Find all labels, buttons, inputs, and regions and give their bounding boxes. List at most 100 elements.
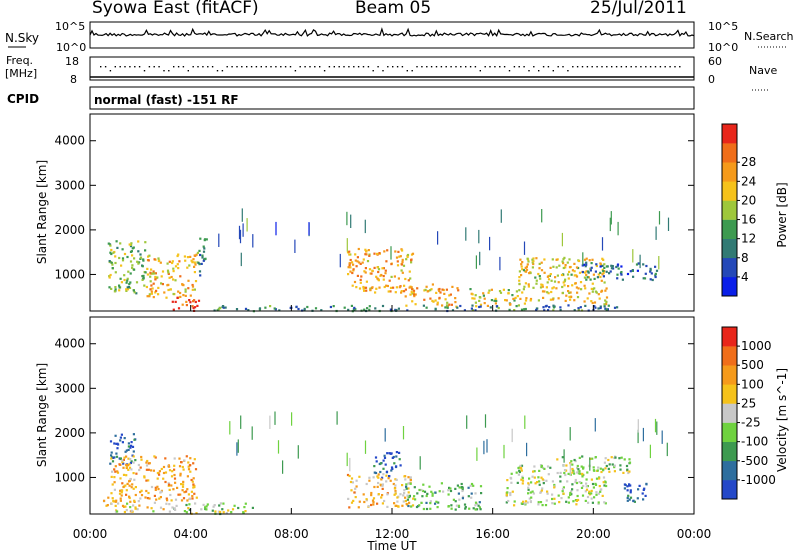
freq-point [309,66,311,68]
range-cell [175,504,178,507]
range-cell [400,263,404,266]
freq-point [576,66,579,68]
range-cell [581,494,585,497]
range-cell [527,492,530,495]
freq-point [328,66,331,68]
range-cell [258,307,262,310]
range-cell [569,493,572,496]
range-cell [521,482,524,485]
range-cell [523,302,526,305]
range-cell [242,223,244,237]
range-cell [192,462,195,465]
range-cell [610,267,613,270]
range-cell [438,296,441,299]
range-cell [143,476,146,479]
range-cell [526,501,529,504]
range-cell [600,470,603,474]
range-cell [211,509,214,512]
range-cell [371,269,374,272]
range-cell [363,308,366,311]
range-cell [564,473,567,477]
range-cell [546,465,550,468]
range-cell [132,472,135,475]
range-cell [400,248,403,251]
range-cell [544,305,547,308]
range-cell [149,271,152,274]
range-cell [193,458,196,461]
range-cell [531,475,534,478]
range-cell [507,292,510,295]
range-cell [532,492,535,495]
range-cell [515,305,518,308]
range-cell [372,476,375,479]
range-cell [414,498,417,501]
range-cell [632,275,635,278]
range-cell [438,490,441,493]
range-cell [394,484,397,487]
range-cell [405,304,408,307]
range-cell [111,470,114,473]
range-cell [373,266,376,269]
range-cell [133,257,136,260]
range-cell [122,458,125,461]
range-cell [363,500,366,504]
x-tick-label: 00:00 [73,527,108,541]
range-cell [150,485,154,489]
freq-point [396,66,399,68]
range-cell [176,296,179,299]
range-cell [578,456,581,459]
range-cell [529,271,532,275]
range-cell [205,508,208,511]
range-cell [282,460,284,474]
range-cell [303,309,306,312]
range-cell [357,247,360,251]
range-cell [413,486,416,489]
range-cell [585,273,588,276]
range-cell [153,501,156,504]
range-cell [125,509,128,512]
freq-point [611,66,613,68]
range-cell [539,501,543,504]
range-cell [469,288,472,291]
range-cell [567,290,570,293]
freq-point [289,66,292,68]
range-cell [606,308,609,311]
range-cell [113,488,116,491]
range-cell [142,277,145,280]
range-cell [409,478,412,482]
range-cell [275,221,277,236]
range-cell [449,293,452,296]
range-cell [111,483,114,486]
range-cell [380,273,383,277]
range-cell [156,472,159,475]
range-cell [125,288,128,291]
range-cell [136,260,139,263]
power-panel-frame [89,113,695,312]
range-cell [597,502,600,505]
range-cell [247,309,250,312]
range-cell [461,489,464,493]
range-cell [569,427,571,441]
range-cell [642,427,644,442]
range-cell [534,276,537,279]
freq-point [533,66,535,68]
range-cell [500,209,502,223]
freq-point [148,66,151,68]
range-cell [174,300,177,303]
range-cell [595,264,598,268]
range-cell [627,494,630,497]
range-cell [217,510,220,513]
range-cell [251,506,254,509]
range-cell [191,283,194,287]
range-cell [377,476,380,479]
range-cell [561,456,564,459]
range-cell [499,291,503,294]
range-cell [406,255,409,258]
range-cell [623,487,626,490]
freq-point [138,66,141,68]
range-cell [346,211,348,226]
range-cell [400,290,403,293]
range-cell [563,280,566,283]
range-cell [188,299,191,302]
range-cell [174,498,178,501]
